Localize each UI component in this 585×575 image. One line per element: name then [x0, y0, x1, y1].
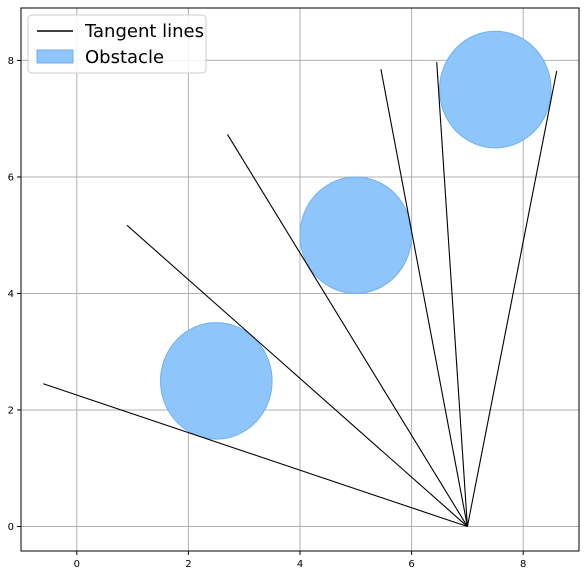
tangent-line-1 [43, 383, 468, 528]
x-tick-label: 8 [520, 559, 526, 570]
x-tick-label: 6 [408, 559, 414, 570]
y-tick-label: 4 [8, 289, 14, 300]
tangent-line-3 [226, 134, 468, 527]
axis-ticks: 0 2 4 6 8 0 2 4 6 8 [8, 56, 527, 570]
y-tick-label: 0 [8, 522, 14, 533]
tangent-lines [43, 62, 558, 528]
y-tick-label: 8 [8, 56, 14, 67]
x-tick-label: 4 [297, 559, 303, 570]
x-tick-label: 2 [185, 559, 191, 570]
tangent-line-4 [380, 69, 468, 527]
x-tick-label: 0 [74, 559, 80, 570]
legend-label-obstacle: Obstacle [85, 47, 164, 68]
legend: Tangent lines Obstacle [27, 14, 207, 74]
tangent-line-6 [466, 70, 558, 527]
tangent-line-5 [436, 62, 468, 527]
obstacle-3 [439, 30, 552, 149]
legend-patch-swatch [36, 49, 74, 64]
obstacles [160, 30, 552, 440]
obstacle-1 [160, 322, 273, 440]
y-tick-label: 6 [8, 172, 14, 183]
tangent-line-2 [126, 224, 468, 527]
obstacle-2 [299, 176, 413, 294]
y-tick-label: 2 [8, 406, 14, 417]
legend-label-tangent-lines: Tangent lines [84, 21, 204, 42]
